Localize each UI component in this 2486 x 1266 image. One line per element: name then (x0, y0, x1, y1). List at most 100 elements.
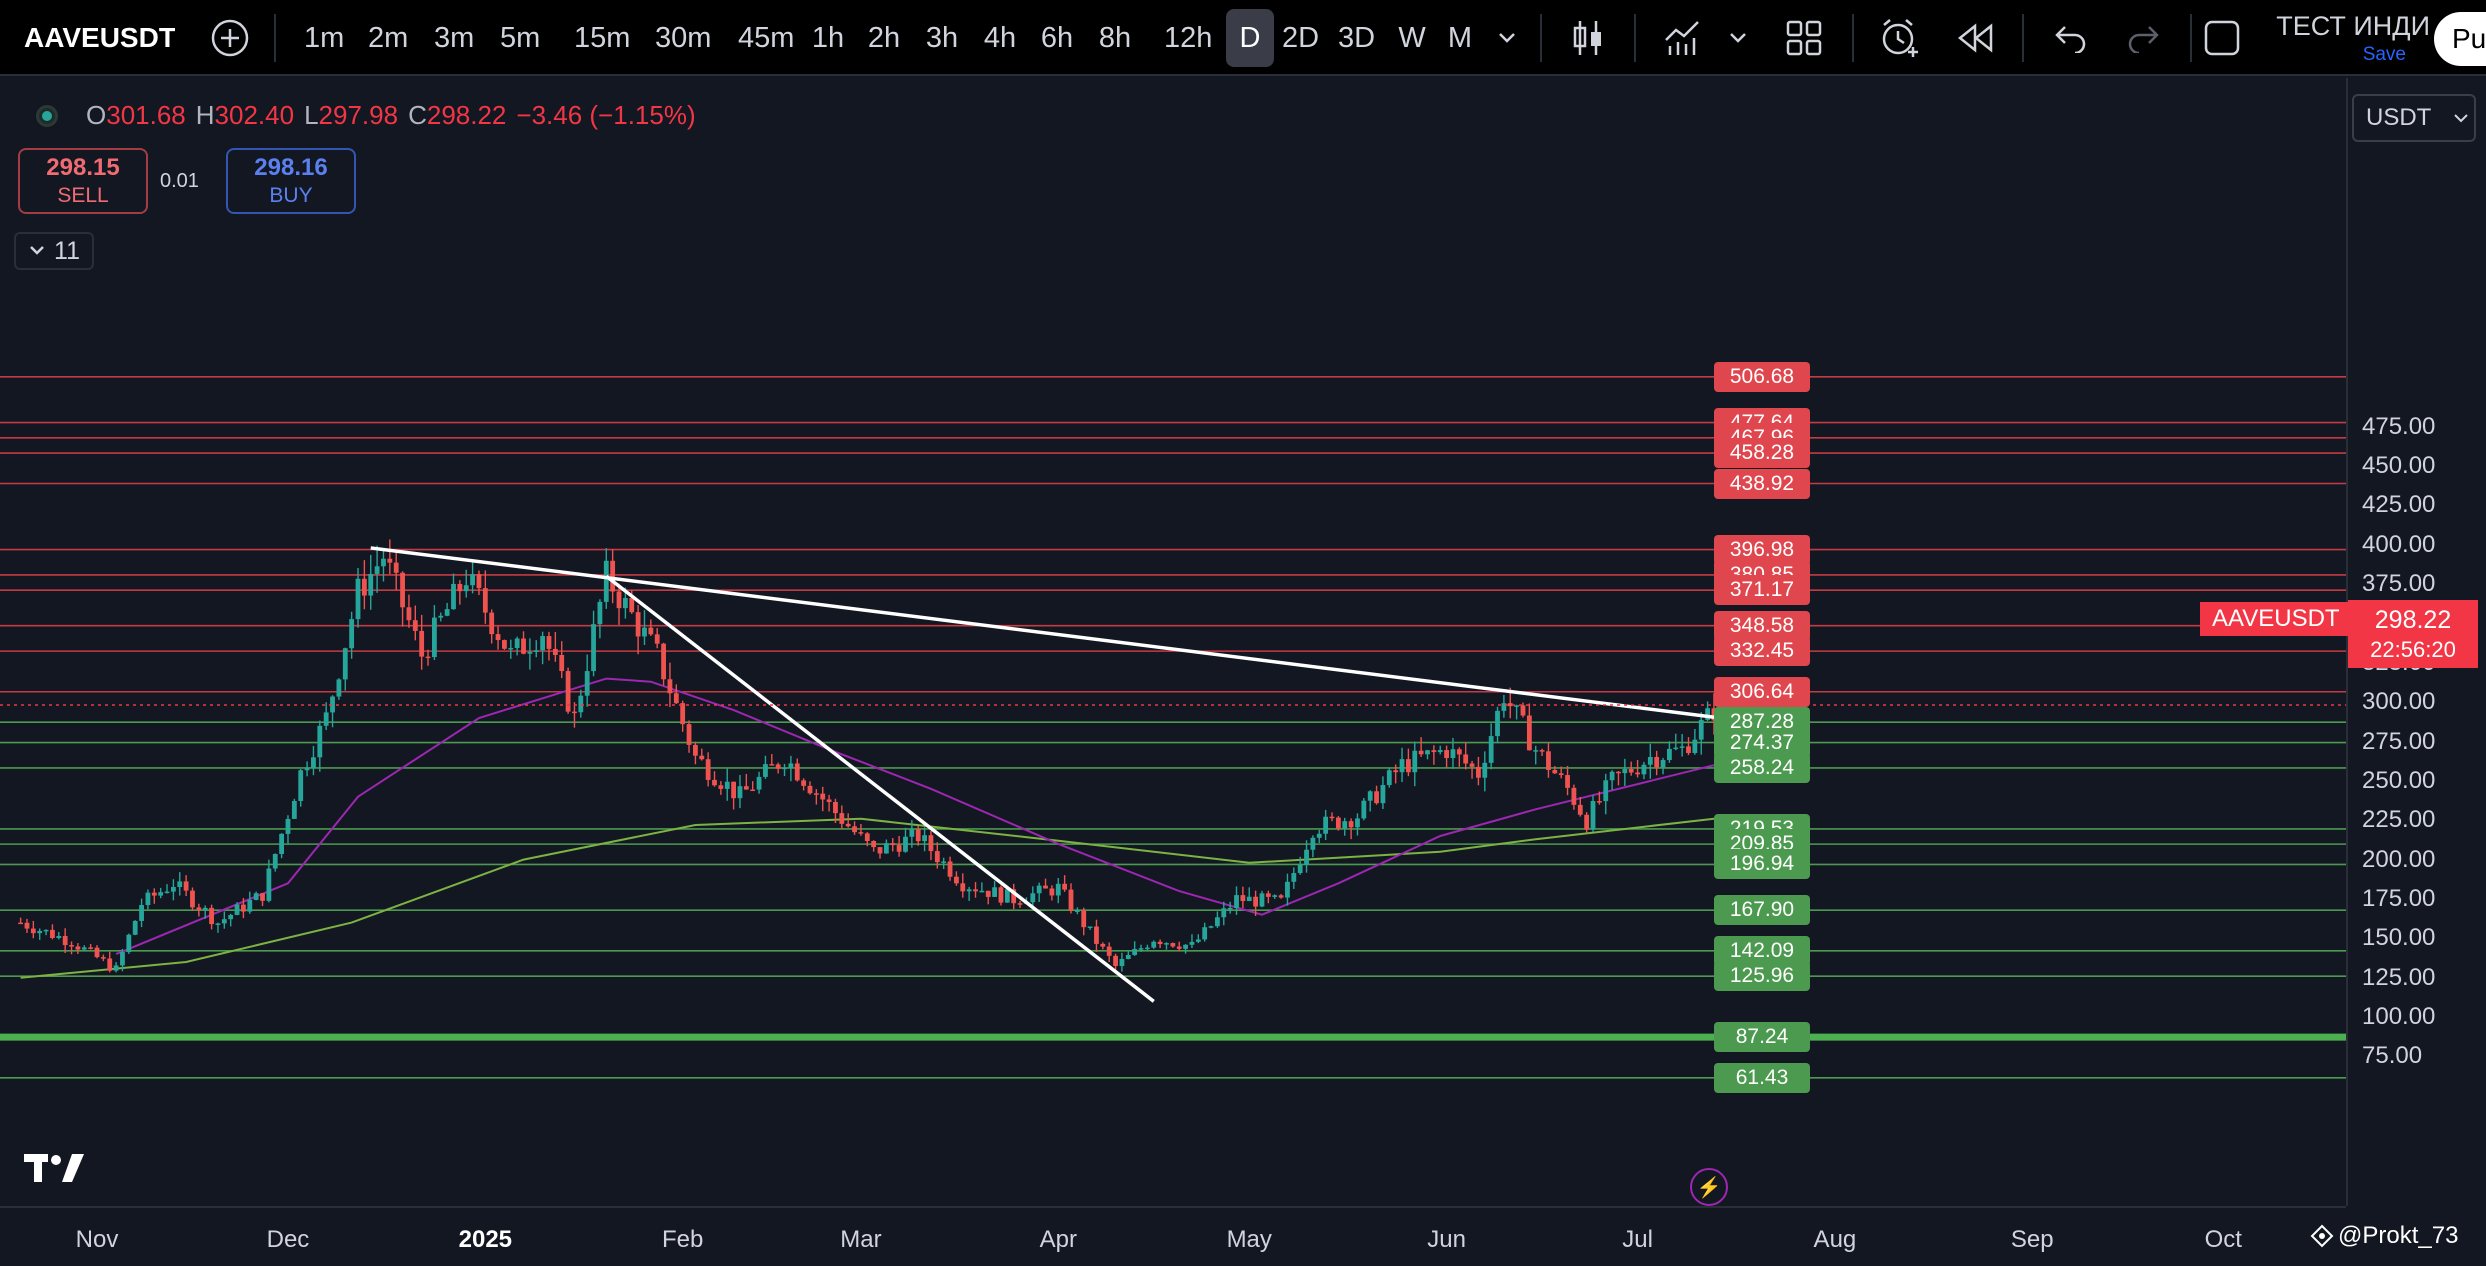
candle-body (508, 647, 514, 650)
interval-3d[interactable]: 3D (1338, 21, 1376, 54)
resistance-level-label[interactable]: 506.68 (1714, 361, 1810, 392)
candle-body (934, 851, 940, 863)
interval-w[interactable]: W (1398, 21, 1426, 54)
candle-body (1577, 804, 1583, 815)
layout-save[interactable]: ТЕСТ ИНДИ Save (2262, 0, 2430, 76)
support-level-label[interactable]: 258.24 (1714, 752, 1810, 783)
compare-symbol-button[interactable] (204, 0, 256, 76)
candle-body (374, 566, 380, 574)
alert-button[interactable] (1874, 0, 1926, 76)
candle-body (400, 572, 405, 608)
interval-2h[interactable]: 2h (867, 21, 901, 54)
chart-pane[interactable]: 506.68477.64467.96458.28438.92396.98380.… (0, 78, 2346, 1206)
interval-15m[interactable]: 15m (574, 21, 631, 54)
resistance-level-label[interactable]: 458.28 (1714, 438, 1810, 469)
support-level-label[interactable]: 196.94 (1714, 849, 1810, 880)
resistance-level-label[interactable]: 371.17 (1714, 575, 1810, 606)
interval-3m[interactable]: 3m (434, 21, 475, 54)
interval-5m[interactable]: 5m (500, 21, 541, 54)
candle-body (724, 781, 730, 789)
chevron-down-icon (1499, 33, 1515, 43)
layouts-button[interactable] (1778, 0, 1830, 76)
support-level-label[interactable]: 61.43 (1714, 1062, 1810, 1093)
candle-body (1119, 958, 1125, 966)
interval-45m[interactable]: 45m (738, 21, 795, 54)
interval-30m[interactable]: 30m (655, 21, 712, 54)
candle-body (37, 930, 43, 934)
more-intervals-button[interactable] (1482, 0, 1532, 76)
candle-body (654, 634, 660, 644)
candle-body (438, 615, 444, 618)
time-tick: Sep (2010, 1226, 2054, 1253)
price-tick: 175.00 (2362, 884, 2436, 912)
candle-body (1246, 896, 1252, 902)
lightning-icon[interactable]: ⚡ (1690, 1168, 1728, 1206)
redo-button[interactable] (2118, 0, 2170, 76)
resistance-level-label[interactable]: 348.58 (1714, 610, 1810, 641)
lot-size[interactable]: 0.01 (160, 170, 199, 192)
support-level-label[interactable]: 274.37 (1714, 727, 1810, 758)
candle-body (858, 832, 864, 834)
candle-body (1590, 801, 1596, 830)
support-level-label[interactable]: 87.24 (1714, 1022, 1810, 1053)
time-axis[interactable]: Nov Dec 2025 Feb Mar Apr May Jun Jul Aug Sep Oct (0, 1206, 2346, 1266)
interval-2m[interactable]: 2m (368, 21, 409, 54)
support-level-label[interactable]: 125.96 (1714, 961, 1810, 992)
ma-short-line (115, 677, 1715, 956)
interval-1m[interactable]: 1m (304, 21, 345, 54)
candle-body (183, 881, 189, 891)
indicators-menu-button[interactable] (1716, 0, 1760, 76)
candle-body (521, 638, 526, 654)
trendline (370, 546, 1721, 720)
interval-8h[interactable]: 8h (1098, 21, 1132, 54)
candle-body (279, 833, 285, 854)
grid-icon (1786, 20, 1822, 56)
candle-body (412, 620, 418, 631)
candle-body (1635, 772, 1640, 775)
interval-1h[interactable]: 1h (811, 21, 845, 54)
interval-d[interactable]: D (1226, 9, 1274, 67)
support-level-label[interactable]: 167.90 (1714, 895, 1810, 926)
indicators-button[interactable] (1656, 0, 1708, 76)
indicators-collapse-button[interactable]: 11 (14, 232, 94, 270)
candle-body (457, 583, 463, 592)
candle-body (228, 914, 234, 920)
resistance-level-label[interactable]: 396.98 (1714, 534, 1810, 565)
candle-body (1176, 946, 1182, 949)
interval-4h[interactable]: 4h (983, 21, 1017, 54)
candle-body (1705, 708, 1710, 720)
resistance-level-label[interactable]: 306.64 (1714, 676, 1810, 707)
candle-body (826, 799, 832, 802)
currency-select[interactable]: USDT (2352, 94, 2476, 142)
sell-button[interactable]: 298.15 SELL (18, 148, 148, 214)
candle-body (552, 648, 558, 655)
time-tick: Jul (1622, 1226, 1653, 1253)
undo-button[interactable] (2044, 0, 2096, 76)
candle-body (202, 907, 208, 911)
chart-canvas[interactable] (0, 78, 2346, 1206)
resistance-level-label[interactable]: 438.92 (1714, 468, 1810, 499)
candle-body (540, 636, 546, 651)
candle-body (451, 583, 456, 610)
interval-3h[interactable]: 3h (925, 21, 959, 54)
candle-body (635, 612, 641, 637)
candle-body (43, 929, 49, 932)
symbol-search[interactable]: AAVEUSDT (0, 0, 175, 76)
resistance-level-label[interactable]: 332.45 (1714, 636, 1810, 667)
interval-12h[interactable]: 12h (1164, 21, 1213, 54)
candle-body (132, 920, 138, 935)
candle-body (565, 671, 571, 712)
time-tick: Apr (1039, 1226, 1077, 1253)
publish-button[interactable]: Pu (2434, 12, 2486, 66)
fullscreen-button[interactable] (2196, 0, 2248, 76)
replay-button[interactable] (1950, 0, 2002, 76)
chart-type-button[interactable] (1562, 0, 1614, 76)
interval-6h[interactable]: 6h (1040, 21, 1074, 54)
support-level-label[interactable]: 142.09 (1714, 935, 1810, 966)
interval-m[interactable]: M (1447, 21, 1473, 54)
buy-button[interactable]: 298.16 BUY (226, 148, 356, 214)
candle-body (750, 789, 756, 792)
candle-body (190, 890, 195, 908)
candle-body (1113, 955, 1118, 966)
interval-2d[interactable]: 2D (1282, 21, 1320, 54)
